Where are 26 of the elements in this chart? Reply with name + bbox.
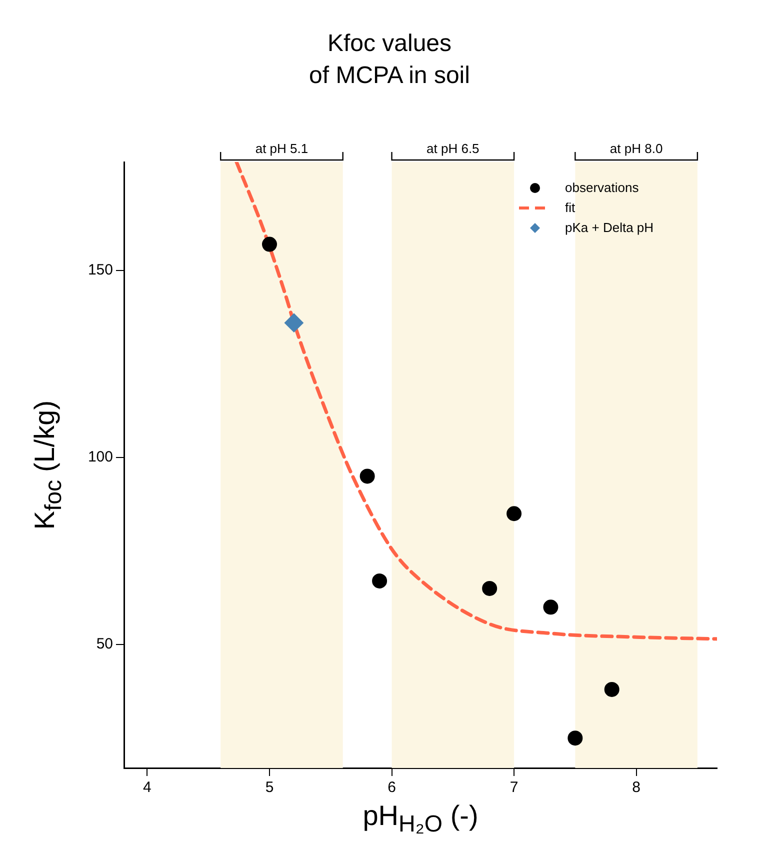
band-label: at pH 8.0 — [610, 141, 663, 156]
x-axis-title: pH$_{H₂O}$ (-) — [362, 800, 480, 838]
point — [543, 600, 558, 615]
x-tick-label: 8 — [632, 779, 640, 796]
y-tick-label: 100 — [88, 448, 113, 466]
x-tick-label: 6 — [388, 779, 396, 796]
line-series — [234, 162, 717, 641]
legend-label: fit — [565, 199, 576, 217]
point — [372, 573, 388, 588]
legend-label: pKa + Delta pH — [565, 219, 654, 237]
band-label: at pH 6.5 — [426, 141, 480, 156]
point — [604, 682, 620, 697]
chart-title: Kfoc values of MCPA in soil — [308, 29, 471, 91]
point — [360, 468, 375, 484]
x-tick-label: 5 — [265, 779, 274, 796]
point — [506, 506, 522, 522]
band-label: at pH 5.1 — [255, 141, 308, 156]
point — [568, 730, 583, 746]
y-tick-label: 50 — [96, 636, 113, 653]
x-tick-label: 7 — [510, 779, 518, 796]
point — [482, 580, 498, 596]
y-tick-label: 150 — [88, 262, 113, 279]
legend-label: observations — [565, 179, 639, 197]
point — [284, 313, 304, 332]
x-tick-label: 4 — [143, 779, 152, 796]
point — [262, 236, 277, 252]
